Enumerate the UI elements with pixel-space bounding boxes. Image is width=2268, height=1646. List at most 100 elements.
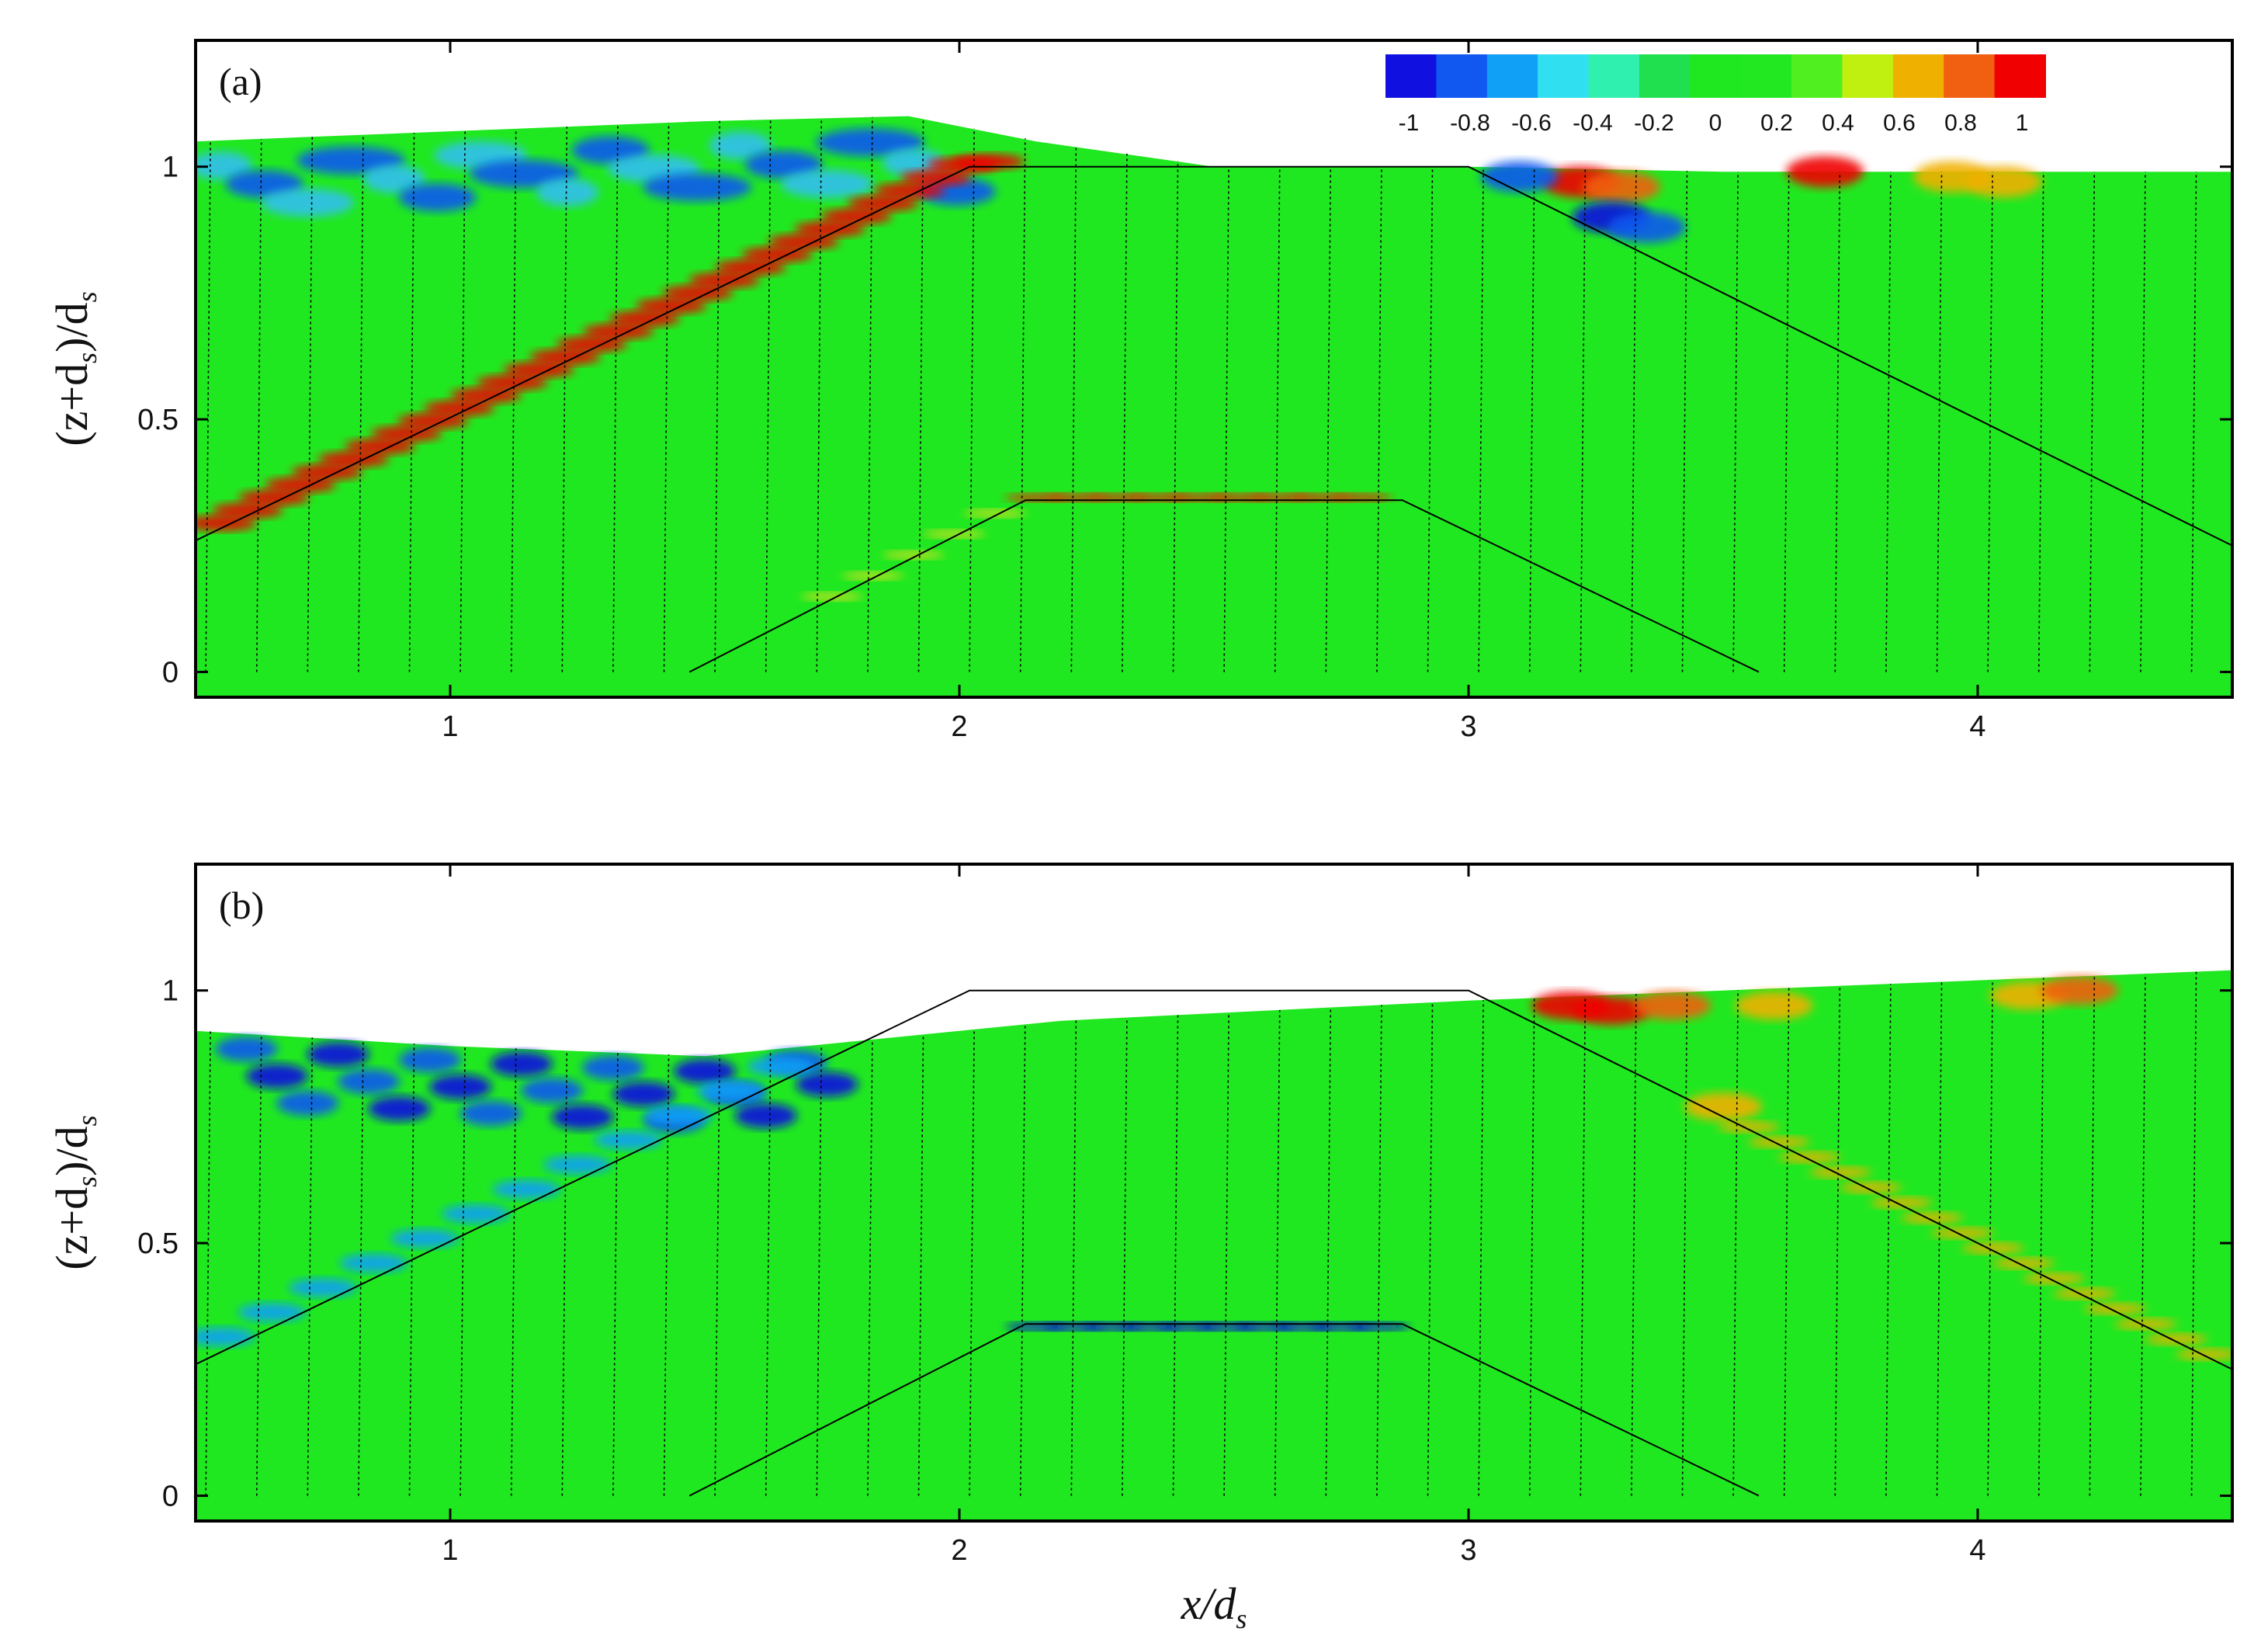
colorbar-swatch-2 xyxy=(1486,54,1539,98)
panel-b-axis-ticks: 1 2 3 4 0 0.5 1 xyxy=(137,864,2232,1567)
colorbar-tick-label-3: -0.4 xyxy=(1573,110,1613,136)
anomaly-patch-b-4 xyxy=(338,1069,401,1095)
anomaly-patch-b-45 xyxy=(1900,1212,1963,1224)
panel-a: 1 2 3 4 0 0.5 1 (a) -1 -0.8 -0.6 -0.4 -0.2 0 0.2 0.4 0… xyxy=(47,39,2234,743)
anomaly-patch-b-9 xyxy=(490,1051,553,1077)
vector-column-b-15 xyxy=(969,1030,975,1496)
y-tick-label-b-0: 0 xyxy=(162,1480,179,1512)
vector-column-b-28 xyxy=(1631,994,1637,1496)
colorbar-tick-label-1: -0.8 xyxy=(1450,110,1490,136)
vector-column-a-3 xyxy=(358,134,364,672)
colorbar-swatch-5 xyxy=(1639,54,1691,98)
vector-column-b-2 xyxy=(307,1037,314,1496)
anomaly-patch-b-52 xyxy=(2114,1318,2177,1330)
anomaly-patch-b-51 xyxy=(2084,1303,2147,1314)
vector-column-a-9 xyxy=(663,123,670,672)
colorbar: -1 -0.8 -0.6 -0.4 -0.2 0 0.2 0.4 0.6 0.8 1 xyxy=(1385,54,2046,136)
vector-column-b-5 xyxy=(459,1046,466,1496)
vector-column-a-15 xyxy=(969,128,975,672)
vector-column-a-30 xyxy=(1732,172,1739,672)
panel-b-y-axis-title: (z+ds)/ds xyxy=(47,1115,102,1269)
colorbar-swatch-10 xyxy=(1892,54,1945,98)
anomaly-patch-b-29 xyxy=(645,1106,714,1125)
vector-column-b-4 xyxy=(408,1044,415,1496)
vector-column-b-27 xyxy=(1580,995,1587,1496)
x-tick-label-a-1: 2 xyxy=(951,710,967,743)
anomaly-patch-b-7 xyxy=(429,1074,492,1099)
y-tick-label-b-1: 0.5 xyxy=(137,1228,179,1260)
inner-trapezoid-a xyxy=(688,499,1760,673)
colorbar-tick-label-4: -0.2 xyxy=(1634,110,1674,136)
anomaly-patch-b-21 xyxy=(238,1303,307,1322)
vector-column-a-31 xyxy=(1783,172,1790,672)
anomaly-patch-b-30 xyxy=(695,1082,765,1101)
anomaly-patch-b-28 xyxy=(594,1130,663,1150)
anomaly-patch-b-41 xyxy=(1778,1151,1841,1163)
vector-column-b-36 xyxy=(2037,978,2044,1496)
anomaly-patch-b-26 xyxy=(492,1179,561,1199)
anomaly-patch-a-11 xyxy=(643,173,752,202)
vector-column-b-19 xyxy=(1172,1015,1179,1496)
vector-column-a-33 xyxy=(1885,172,1892,672)
colorbar-swatch-1 xyxy=(1436,54,1488,98)
x-tick-label-b-0: 1 xyxy=(442,1534,458,1567)
vector-column-a-13 xyxy=(867,116,873,672)
anomaly-patch-a-69 xyxy=(1480,161,1559,193)
vector-column-a-36 xyxy=(2037,172,2044,672)
anomaly-patch-b-12 xyxy=(581,1055,644,1081)
vector-column-a-19 xyxy=(1172,161,1179,672)
panel-a-structure-outline xyxy=(196,165,2232,673)
anomaly-patch-a-48 xyxy=(801,592,863,601)
vector-column-a-38 xyxy=(2140,172,2146,672)
panel-a-axis-ticks: 1 2 3 4 0 0.5 1 xyxy=(137,40,2232,743)
anomaly-patch-b-44 xyxy=(1870,1197,1933,1209)
vector-column-a-37 xyxy=(2089,172,2096,672)
anomaly-patch-b-8 xyxy=(459,1100,522,1126)
anomaly-patch-a-5 xyxy=(398,183,477,212)
vector-column-a-28 xyxy=(1631,169,1637,672)
anomaly-patch-b-20 xyxy=(196,1327,255,1346)
anomaly-patch-a-8 xyxy=(536,178,598,207)
anomaly-patch-b-33 xyxy=(1572,996,1650,1025)
vector-column-a-29 xyxy=(1681,171,1688,672)
anomaly-patch-b-47 xyxy=(1961,1242,2024,1254)
anomaly-patch-b-34 xyxy=(1633,991,1711,1020)
anomaly-patch-b-38 xyxy=(1684,1092,1762,1121)
vector-column-b-34 xyxy=(1936,981,1943,1496)
panel-a-label: (a) xyxy=(219,60,262,103)
colorbar-tick-label-10: 1 xyxy=(2016,110,2029,136)
anomaly-patch-a-13 xyxy=(744,151,823,179)
anomaly-patch-b-6 xyxy=(398,1047,461,1073)
anomaly-patch-b-31 xyxy=(747,1057,816,1076)
vector-column-a-2 xyxy=(307,137,314,672)
panel-a-frame xyxy=(194,39,2234,699)
vector-column-a-35 xyxy=(1987,172,1993,672)
anomaly-patch-b-2 xyxy=(276,1090,339,1116)
colorbar-tick-label-8: 0.6 xyxy=(1883,110,1916,136)
vector-column-b-24 xyxy=(1427,1002,1434,1496)
colorbar-swatch-6 xyxy=(1690,54,1742,98)
colorbar-swatch-7 xyxy=(1740,54,1793,98)
x-tick-label-b-2: 3 xyxy=(1460,1534,1476,1567)
colorbar-tick-label-9: 0.8 xyxy=(1944,110,1977,136)
x-tick-label-a-2: 3 xyxy=(1460,710,1476,743)
vector-column-b-26 xyxy=(1528,998,1535,1496)
panel-b-velocity-field xyxy=(196,970,2232,1521)
anomaly-patch-b-13 xyxy=(612,1082,675,1107)
outer-trapezoid-a xyxy=(196,165,2232,547)
anomaly-patch-b-54 xyxy=(2176,1349,2232,1360)
svg-text:(z+ds)/ds: (z+ds)/ds xyxy=(47,291,102,446)
anomaly-patch-b-22 xyxy=(289,1278,357,1297)
anomaly-patch-b-50 xyxy=(2053,1288,2116,1300)
colorbar-tick-label-0: -1 xyxy=(1399,110,1420,136)
y-tick-label-b-2: 1 xyxy=(162,975,179,1008)
vector-column-b-33 xyxy=(1885,984,1892,1496)
anomaly-patch-b-11 xyxy=(551,1104,614,1130)
anomaly-patch-b-25 xyxy=(441,1204,510,1224)
colorbar-tick-label-6: 0.2 xyxy=(1760,110,1793,136)
anomaly-patch-a-2 xyxy=(261,189,355,217)
anomaly-patch-b-48 xyxy=(1992,1258,2055,1269)
colorbar-swatch-8 xyxy=(1791,54,1843,98)
anomaly-patch-a-0 xyxy=(196,151,252,180)
anomaly-patch-b-10 xyxy=(521,1078,584,1103)
